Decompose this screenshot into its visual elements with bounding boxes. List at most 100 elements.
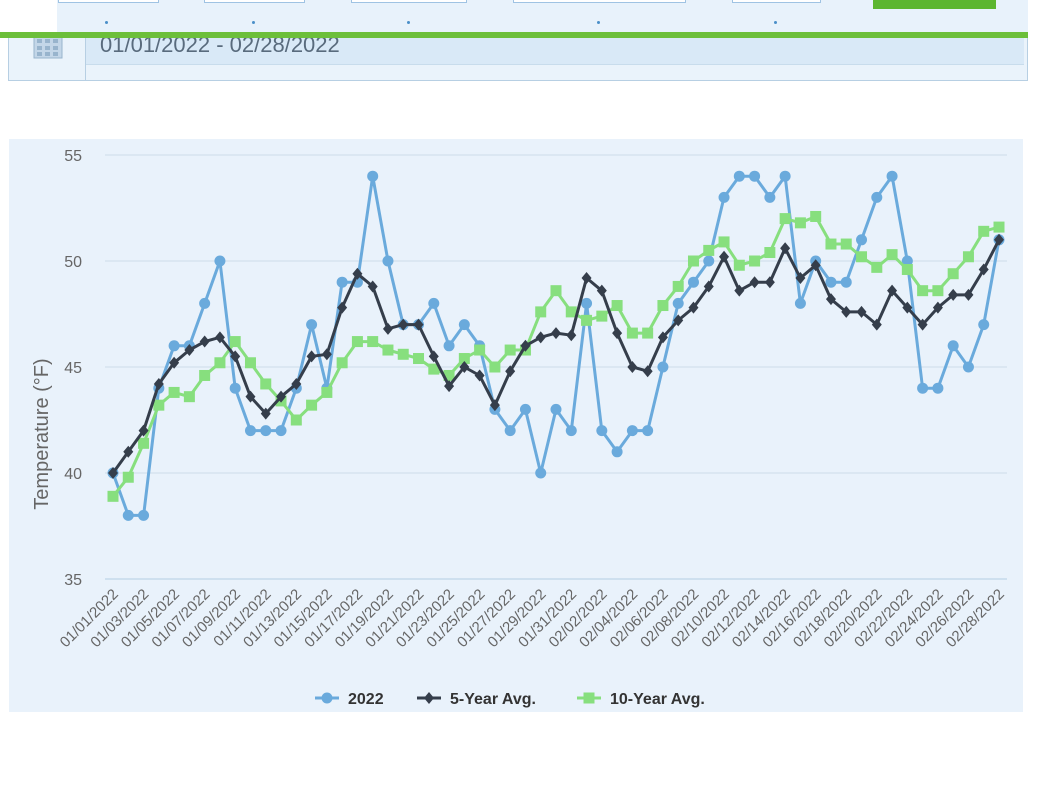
data-point bbox=[458, 353, 470, 365]
data-point bbox=[718, 191, 730, 203]
data-point bbox=[244, 425, 256, 437]
date-range-picker: 01/01/2022 - 02/28/2022 bbox=[8, 33, 1028, 81]
data-point bbox=[764, 276, 775, 289]
data-point bbox=[413, 318, 424, 331]
data-point bbox=[229, 336, 241, 348]
data-point bbox=[550, 403, 562, 415]
data-point bbox=[199, 335, 210, 348]
calendar-button[interactable] bbox=[9, 33, 86, 80]
data-point bbox=[306, 399, 318, 411]
y-tick-label: 35 bbox=[64, 572, 82, 589]
data-point bbox=[550, 285, 562, 297]
data-point bbox=[398, 318, 409, 331]
data-point bbox=[275, 425, 287, 437]
top-tab-1[interactable] bbox=[58, 0, 159, 3]
data-point bbox=[840, 238, 852, 250]
series-line bbox=[111, 174, 1001, 517]
legend: 2022 5-Year Avg. 10-Year Avg. bbox=[315, 691, 705, 708]
data-point bbox=[336, 276, 348, 288]
data-point bbox=[794, 297, 806, 309]
data-point bbox=[551, 327, 561, 340]
data-point bbox=[963, 288, 974, 301]
data-point bbox=[626, 425, 638, 437]
data-point bbox=[642, 365, 653, 378]
data-point bbox=[382, 255, 394, 267]
data-point bbox=[122, 471, 134, 483]
x-tick-labels: 01/01/202201/03/202201/05/202201/07/2022… bbox=[57, 586, 1008, 651]
data-point bbox=[978, 319, 990, 331]
top-tab-2[interactable] bbox=[204, 0, 305, 3]
data-point bbox=[138, 509, 150, 521]
series-5-year-avg bbox=[108, 233, 1004, 479]
data-point bbox=[901, 255, 913, 267]
data-point bbox=[794, 217, 806, 229]
data-point bbox=[367, 280, 378, 293]
data-point bbox=[672, 297, 684, 309]
data-point bbox=[413, 353, 425, 365]
data-point bbox=[642, 327, 654, 339]
data-point bbox=[902, 301, 913, 314]
data-point bbox=[459, 361, 470, 373]
legend-label: 2022 bbox=[348, 691, 384, 708]
data-point bbox=[810, 210, 822, 222]
data-point bbox=[657, 361, 669, 373]
data-point bbox=[565, 306, 577, 318]
data-point bbox=[168, 340, 180, 352]
data-point bbox=[779, 213, 791, 225]
data-point bbox=[596, 425, 608, 437]
date-range-input[interactable]: 01/01/2022 - 02/28/2022 bbox=[86, 35, 1024, 65]
data-point bbox=[229, 382, 241, 394]
data-point bbox=[734, 284, 745, 297]
data-point bbox=[657, 331, 668, 344]
data-point bbox=[123, 445, 134, 458]
top-tab-bar bbox=[57, 0, 1028, 32]
data-point bbox=[932, 301, 943, 314]
data-point bbox=[199, 297, 211, 309]
data-point bbox=[535, 467, 547, 479]
tab-dot bbox=[252, 21, 255, 24]
data-point bbox=[566, 329, 577, 342]
data-point bbox=[886, 249, 898, 261]
data-point bbox=[932, 382, 944, 394]
data-point bbox=[504, 344, 516, 356]
top-tab-3[interactable] bbox=[351, 0, 467, 3]
data-point bbox=[948, 288, 959, 301]
data-point bbox=[382, 344, 394, 356]
data-point bbox=[795, 271, 806, 284]
data-point bbox=[626, 327, 638, 339]
data-point bbox=[719, 250, 730, 263]
tab-dot bbox=[597, 21, 600, 24]
y-tick-labels: 35 40 45 50 55 bbox=[64, 148, 82, 589]
data-point bbox=[138, 437, 150, 449]
y-tick-label: 40 bbox=[64, 466, 82, 483]
data-point bbox=[352, 267, 363, 280]
data-point bbox=[245, 390, 256, 403]
y-axis-label: Temperature (°F) bbox=[31, 358, 53, 509]
data-point bbox=[183, 391, 195, 403]
data-point bbox=[611, 446, 623, 458]
top-tab-4[interactable] bbox=[513, 0, 686, 3]
y-tick-label: 55 bbox=[64, 148, 82, 165]
data-point bbox=[703, 280, 714, 293]
data-point bbox=[749, 255, 761, 267]
data-point bbox=[138, 424, 149, 437]
data-point bbox=[504, 425, 516, 437]
data-point bbox=[428, 363, 440, 375]
data-point bbox=[673, 314, 684, 327]
data-point bbox=[107, 490, 119, 502]
green-action-button[interactable] bbox=[873, 0, 996, 9]
data-point bbox=[108, 467, 118, 479]
data-point bbox=[337, 301, 348, 314]
top-tab-5[interactable] bbox=[732, 0, 821, 3]
data-point bbox=[962, 251, 974, 263]
data-point bbox=[993, 221, 1005, 233]
data-point bbox=[932, 285, 944, 297]
legend-marker bbox=[583, 692, 595, 704]
data-point bbox=[428, 350, 439, 363]
data-point bbox=[871, 191, 883, 203]
y-tick-label: 50 bbox=[64, 254, 82, 271]
data-point bbox=[733, 170, 745, 182]
data-point bbox=[321, 348, 332, 361]
data-point bbox=[856, 305, 867, 318]
data-point bbox=[397, 348, 409, 360]
